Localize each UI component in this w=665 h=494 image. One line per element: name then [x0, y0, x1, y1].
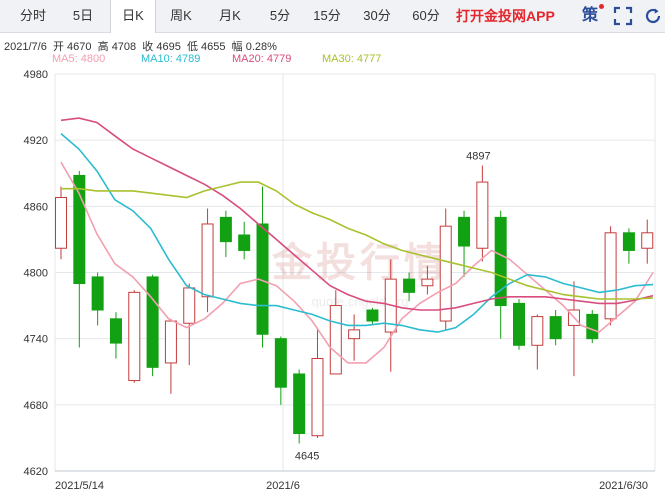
- candle-body: [201, 223, 214, 298]
- low-value: 4655: [201, 41, 226, 53]
- y-tick-label: 4920: [24, 135, 48, 147]
- y-axis-labels: 4980 4920 4860 4800 4740 4680 4620: [24, 69, 48, 478]
- period-tab-bar: 分时 5日 日K 周K 月K 5分 15分 30分 60分 打开金投网APP 策: [0, 0, 665, 33]
- candle-body: [219, 216, 232, 243]
- candle-body: [128, 291, 141, 382]
- y-tick-label: 4860: [24, 201, 48, 213]
- candle-body: [293, 373, 306, 435]
- x-tick-label: 2021/5/14: [55, 480, 104, 492]
- candle-body: [109, 318, 122, 344]
- candle-body: [476, 181, 489, 249]
- candle-body: [421, 278, 434, 287]
- change-label: 幅: [231, 41, 243, 53]
- open-app-link[interactable]: 打开金投网APP: [456, 8, 555, 24]
- notification-dot-icon: [599, 4, 604, 9]
- candle-body: [641, 232, 654, 249]
- candle-body: [549, 316, 562, 340]
- ma-line-ma20: [60, 117, 654, 311]
- candle-body: [183, 287, 196, 324]
- candle-body: [55, 197, 67, 249]
- close-label: 收: [142, 41, 154, 53]
- candle-body: [164, 320, 177, 364]
- candle-body: [604, 232, 617, 320]
- ma30-legend: MA30: 4777: [322, 53, 382, 65]
- candle-body: [146, 276, 159, 368]
- candle-body: [622, 232, 635, 251]
- watermark-text: 金投行情: [271, 240, 448, 285]
- candle-body: [458, 216, 471, 247]
- high-value: 4708: [111, 41, 137, 53]
- refresh-icon[interactable]: [643, 6, 663, 26]
- x-axis-labels: 2021/5/14 2021/6 2021/6/30: [55, 480, 648, 492]
- tab-30min[interactable]: 30分: [363, 8, 391, 23]
- candle-body: [439, 225, 452, 322]
- tab-daily-k[interactable]: 日K: [110, 0, 156, 33]
- tab-weekly-k[interactable]: 周K: [170, 8, 192, 23]
- candle-body: [91, 276, 104, 311]
- high-label: 高: [97, 41, 109, 53]
- y-tick-label: 4800: [24, 268, 48, 280]
- ma5-legend: MA5: 4800: [52, 53, 106, 65]
- ma20-legend: MA20: 4779: [232, 53, 292, 65]
- candle-body: [274, 338, 287, 388]
- candle-body: [513, 302, 525, 346]
- candle-body: [348, 329, 361, 340]
- candle-body: [238, 234, 251, 251]
- quote-date: 2021/7/6: [4, 41, 47, 53]
- candle-body: [403, 278, 416, 293]
- policy-icon-label: 策: [582, 7, 599, 24]
- policy-icon[interactable]: 策: [582, 4, 604, 26]
- y-tick-label: 4680: [24, 400, 48, 412]
- tab-60min[interactable]: 60分: [412, 8, 440, 23]
- annotations: 4897 4645: [295, 151, 491, 463]
- quote-info-bar: 2021/7/6 开 4670 高 4708 收 4695 低 4655 幅 0…: [4, 38, 277, 54]
- tab-5min[interactable]: 5分: [269, 8, 291, 23]
- annotation-low: 4645: [295, 450, 319, 462]
- tab-timeshare[interactable]: 分时: [19, 8, 46, 23]
- ma-line-ma10: [60, 132, 654, 333]
- tab-monthly-k[interactable]: 月K: [219, 8, 241, 23]
- tab-15min[interactable]: 15分: [313, 8, 341, 23]
- open-label: 开: [52, 41, 64, 53]
- candles: [55, 165, 654, 444]
- candle-body: [366, 309, 379, 322]
- candle-body: [531, 316, 544, 346]
- candle-body: [329, 305, 342, 375]
- candle-body: [494, 216, 507, 307]
- ma10-legend: MA10: 4789: [141, 53, 201, 65]
- x-tick-label: 2021/6/30: [599, 480, 648, 492]
- fullscreen-icon[interactable]: [613, 6, 633, 26]
- y-tick-label: 4740: [24, 334, 48, 346]
- ma-line-ma30: [61, 181, 654, 300]
- y-tick-label: 4620: [24, 466, 48, 478]
- tab-5day[interactable]: 5日: [72, 8, 94, 23]
- open-value: 4670: [67, 41, 92, 53]
- y-tick-label: 4980: [24, 69, 48, 81]
- candle-body: [586, 313, 599, 340]
- ma-lines: [60, 117, 654, 364]
- x-tick-label: 2021/6: [266, 480, 300, 492]
- candle-body: [311, 358, 324, 437]
- close-value: 4695: [156, 41, 181, 53]
- watermark: 金投行情 quote.cngold.org: [271, 240, 448, 309]
- annotation-high: 4897: [466, 151, 490, 163]
- change-value: 0.28%: [245, 41, 277, 53]
- candle-body: [73, 174, 86, 285]
- low-label: 低: [186, 41, 198, 53]
